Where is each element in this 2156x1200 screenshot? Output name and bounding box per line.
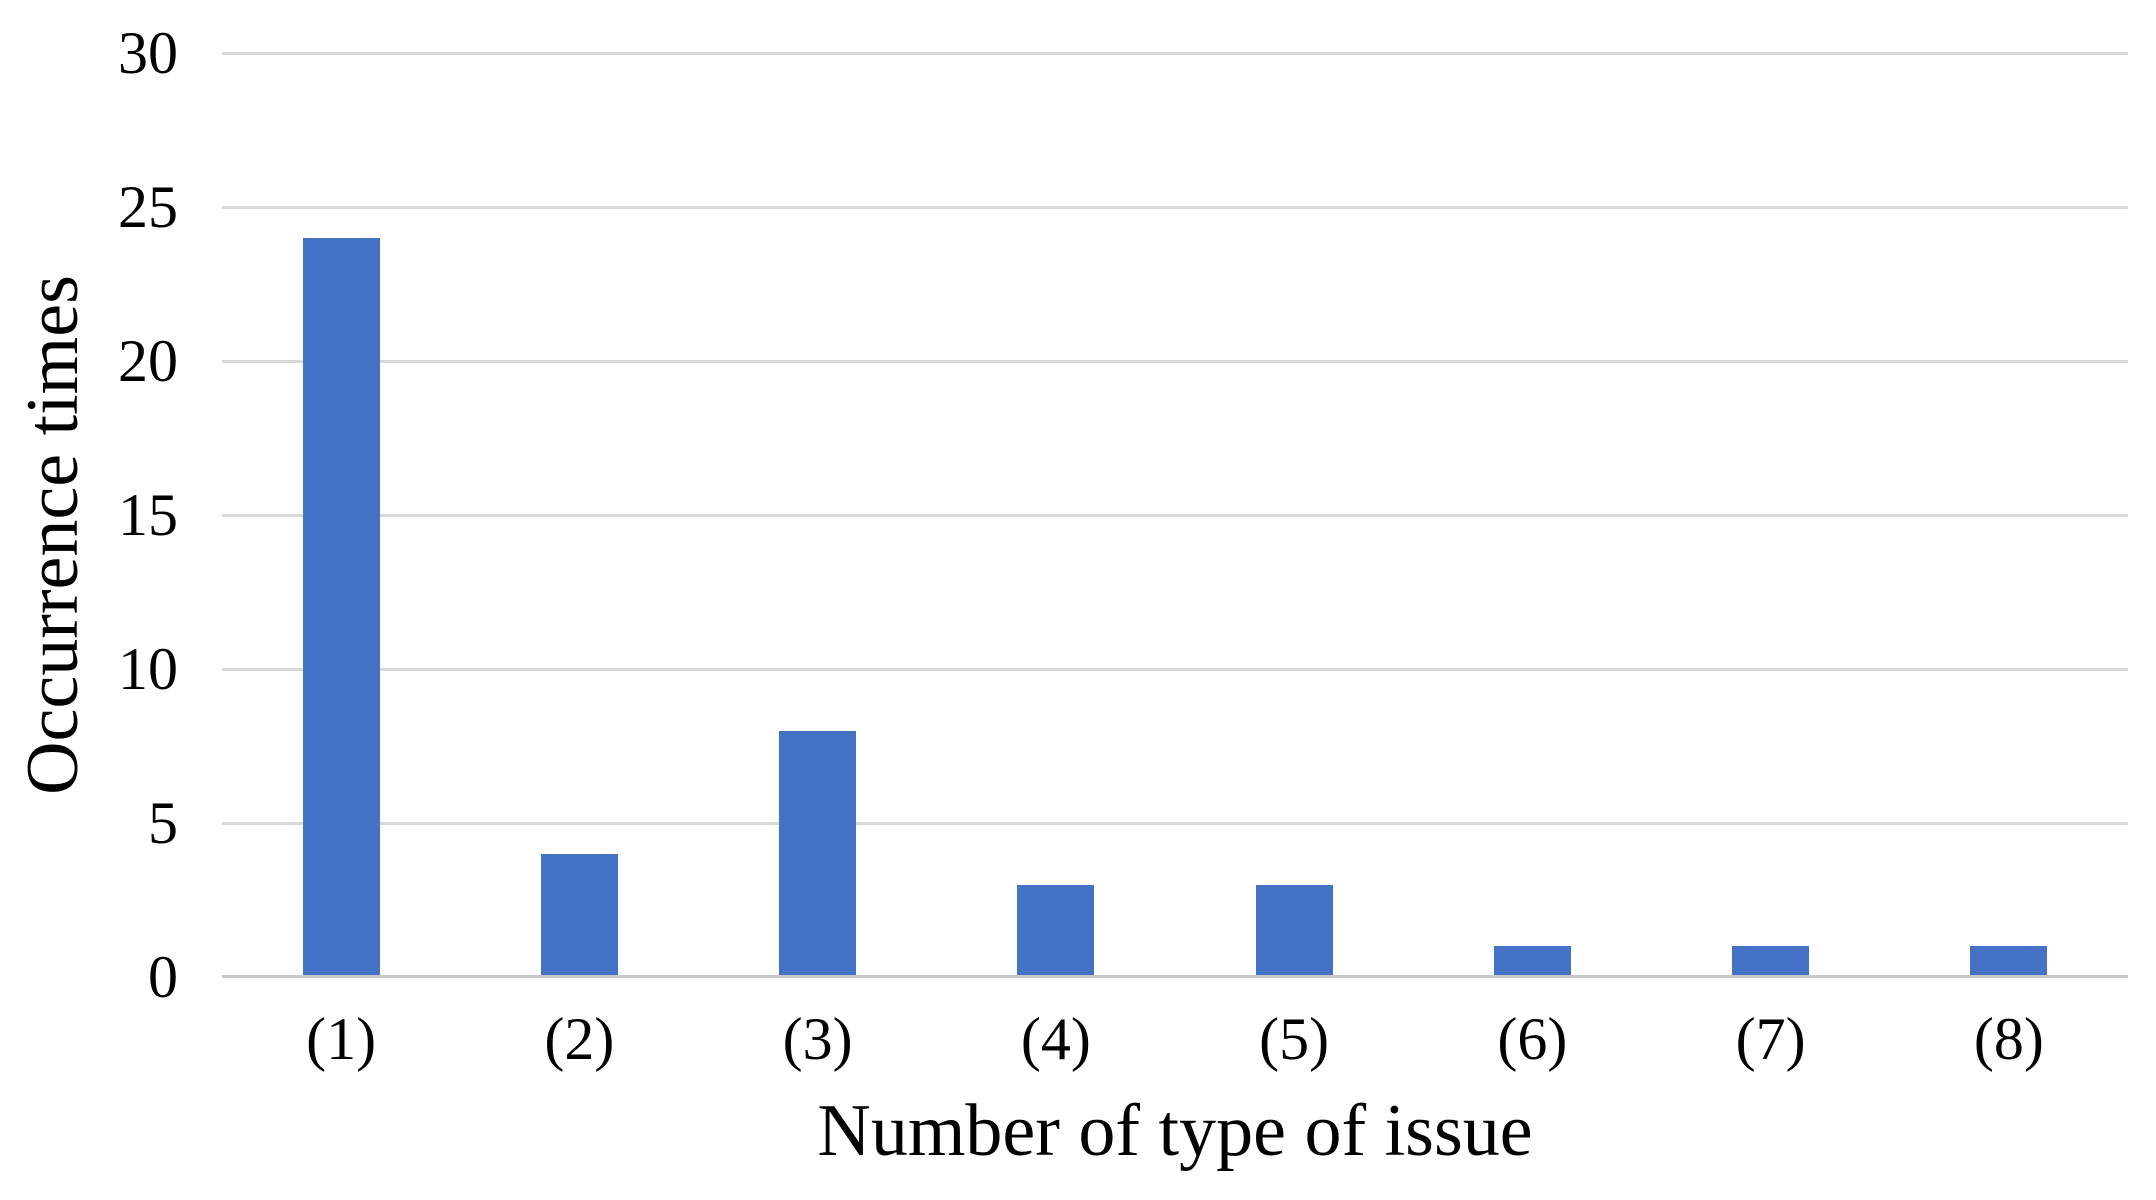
x-tick-label-(8): (8) [1973,1006,2044,1072]
bar-(3) [779,730,857,977]
gridline-25 [222,205,2128,209]
y-tick-label-0: 0 [148,944,178,1010]
x-tick-label-(1): (1) [306,1006,377,1072]
y-tick-label-25: 25 [118,174,178,240]
gridline-30 [222,51,2128,55]
bar-(1) [302,237,380,977]
x-tick-label-(7): (7) [1735,1006,1806,1072]
bar-(6) [1493,946,1571,977]
y-tick-label-10: 10 [118,636,178,702]
x-axis-title: Number of type of issue [817,1090,1533,1172]
x-tick-label-(4): (4) [1020,1006,1091,1072]
x-tick-label-(2): (2) [544,1006,615,1072]
bar-(4) [1017,884,1095,977]
gridline-10 [222,667,2128,671]
y-tick-label-20: 20 [118,328,178,394]
x-tick-label-(5): (5) [1259,1006,1330,1072]
bar-(8) [1970,946,2048,977]
y-tick-label-30: 30 [118,20,178,86]
bar-(2) [540,853,618,977]
x-axis-line [222,975,2128,978]
bar-(7) [1732,946,1810,977]
bar-(5) [1255,884,1333,977]
y-tick-label-15: 15 [118,482,178,548]
x-tick-label-(3): (3) [782,1006,853,1072]
gridline-15 [222,513,2128,517]
gridline-5 [222,821,2128,825]
y-tick-label-5: 5 [148,790,178,856]
gridline-20 [222,359,2128,363]
plot-area [222,51,2128,978]
x-tick-label-(6): (6) [1497,1006,1568,1072]
